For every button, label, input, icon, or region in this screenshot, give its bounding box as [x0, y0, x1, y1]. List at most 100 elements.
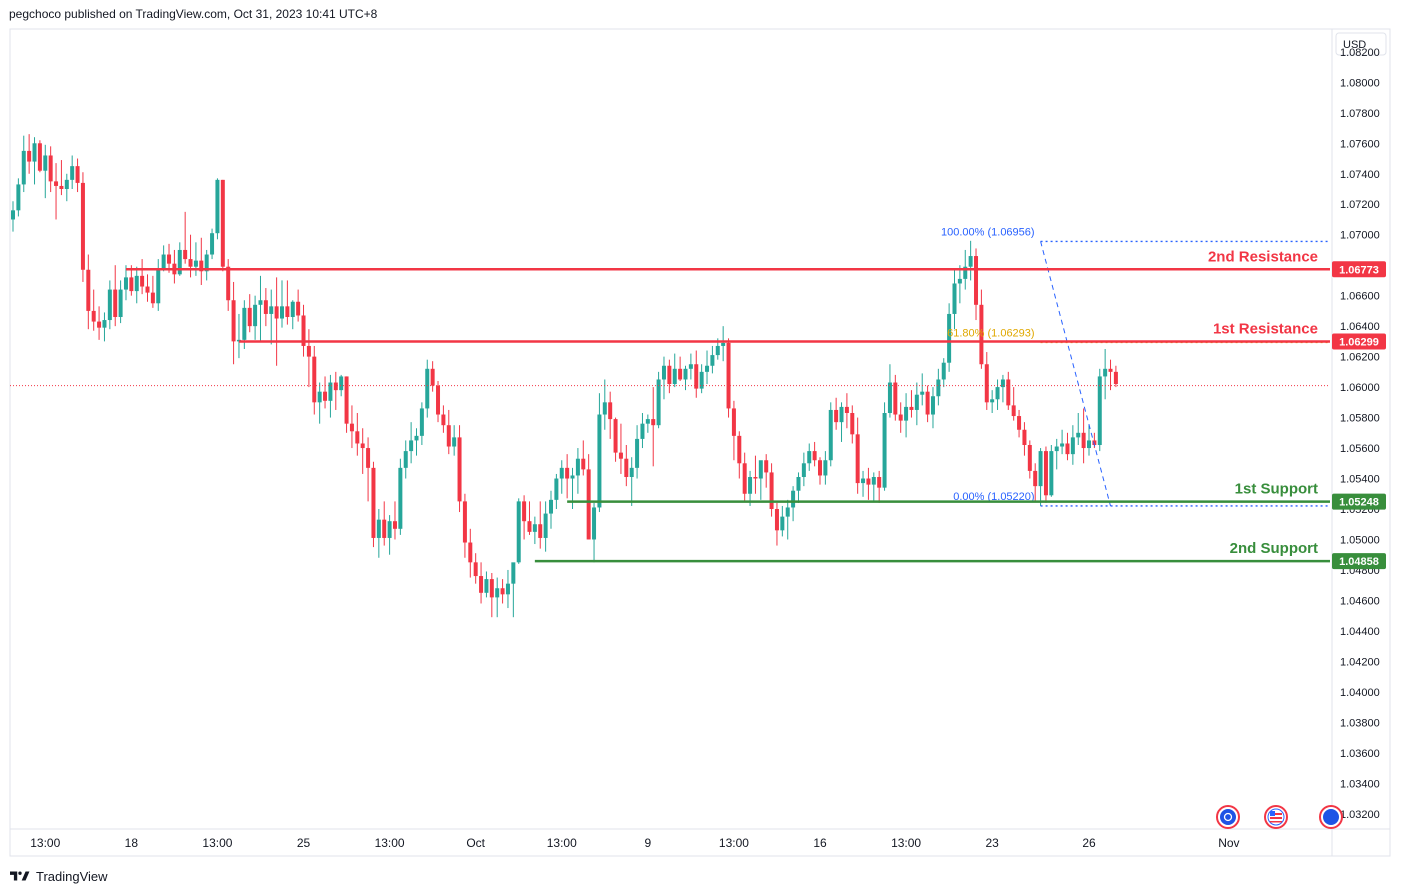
candle [877, 470, 882, 503]
candle-body [382, 519, 387, 538]
candle-body [532, 524, 537, 532]
candle [392, 501, 397, 540]
candle-body [575, 458, 580, 476]
candle [592, 502, 597, 563]
candle-body [909, 406, 914, 410]
candle-body [1054, 446, 1059, 452]
candle-body [796, 477, 801, 491]
candle [285, 280, 290, 325]
candle [1081, 408, 1086, 464]
price-tick-label: 1.05800 [1340, 413, 1380, 425]
candle-body [855, 434, 860, 484]
candle [748, 470, 753, 506]
footer-brand[interactable]: TradingView [10, 866, 108, 886]
candle-body [156, 268, 161, 304]
candle-body [1097, 376, 1102, 445]
candle [446, 409, 451, 455]
candle [349, 405, 354, 449]
candle [1038, 448, 1043, 506]
candle-body [247, 307, 252, 327]
candle [947, 303, 952, 372]
candle-body [661, 365, 666, 380]
candle [263, 288, 268, 327]
price-tick-label: 1.03800 [1340, 717, 1380, 729]
candle [468, 528, 473, 578]
candle-body [866, 478, 871, 485]
candle-body [597, 414, 602, 508]
candle-body [904, 406, 909, 421]
candle-body [1033, 470, 1038, 487]
candle-body [602, 402, 607, 415]
candle [280, 280, 284, 328]
candle-body [215, 179, 220, 234]
level-price-tag [1332, 493, 1386, 510]
candle [920, 373, 925, 406]
chart-frame [9, 28, 1391, 857]
candle [753, 455, 758, 494]
candle [785, 499, 790, 540]
candle-body [995, 387, 1000, 400]
candle [505, 569, 510, 609]
price-tick-label: 1.05000 [1340, 534, 1380, 546]
candle [301, 304, 306, 357]
candle-body [780, 516, 785, 531]
level-price-tag-label: 1.05248 [1339, 497, 1379, 509]
candle [403, 440, 408, 479]
candle [226, 259, 231, 311]
candle [635, 425, 640, 479]
candle-body [764, 460, 769, 473]
candle [167, 243, 172, 273]
candle-body [306, 345, 311, 357]
candle-body [473, 562, 478, 577]
candle-body [618, 452, 623, 459]
price-tick-label: 1.04000 [1340, 687, 1380, 699]
candle [156, 259, 161, 311]
candle [769, 463, 774, 517]
candle-body [188, 259, 193, 267]
candle-body [425, 368, 430, 409]
time-tick-label: 18 [125, 836, 139, 850]
candle-body [91, 310, 96, 322]
candle [253, 295, 258, 340]
candle-body [323, 391, 328, 401]
candle [113, 265, 118, 327]
candle [366, 437, 371, 502]
price-tick-label: 1.03600 [1340, 748, 1380, 760]
candle-body [328, 382, 333, 401]
candle-body [269, 306, 274, 314]
candle [898, 402, 903, 433]
candle [204, 249, 209, 281]
candle [43, 144, 48, 199]
candle [791, 486, 796, 522]
brand-name: TradingView [36, 868, 108, 884]
candle [473, 553, 478, 584]
candle-body [183, 249, 188, 260]
candle-body [1070, 437, 1075, 455]
candle [333, 371, 338, 410]
candle [172, 249, 177, 284]
candle-body [414, 435, 419, 441]
candle [91, 289, 96, 331]
candle-body [570, 475, 575, 479]
candle [419, 402, 424, 445]
candle-body [748, 477, 753, 494]
candle-body [371, 467, 376, 538]
candle-body [613, 419, 618, 453]
candle-body [688, 364, 693, 369]
candle-body [699, 371, 704, 389]
candle-body [726, 342, 731, 409]
candle-body [1006, 379, 1011, 406]
candle [107, 280, 112, 330]
candle-body [1081, 432, 1086, 449]
candle [909, 390, 914, 418]
candle-body [549, 499, 553, 514]
candle [1065, 432, 1070, 461]
candle-body [1027, 445, 1032, 471]
candle-body [645, 419, 650, 424]
candle [430, 361, 435, 392]
candle [516, 498, 521, 564]
candle-body [199, 260, 204, 272]
candle [199, 237, 204, 285]
candle [414, 428, 419, 456]
